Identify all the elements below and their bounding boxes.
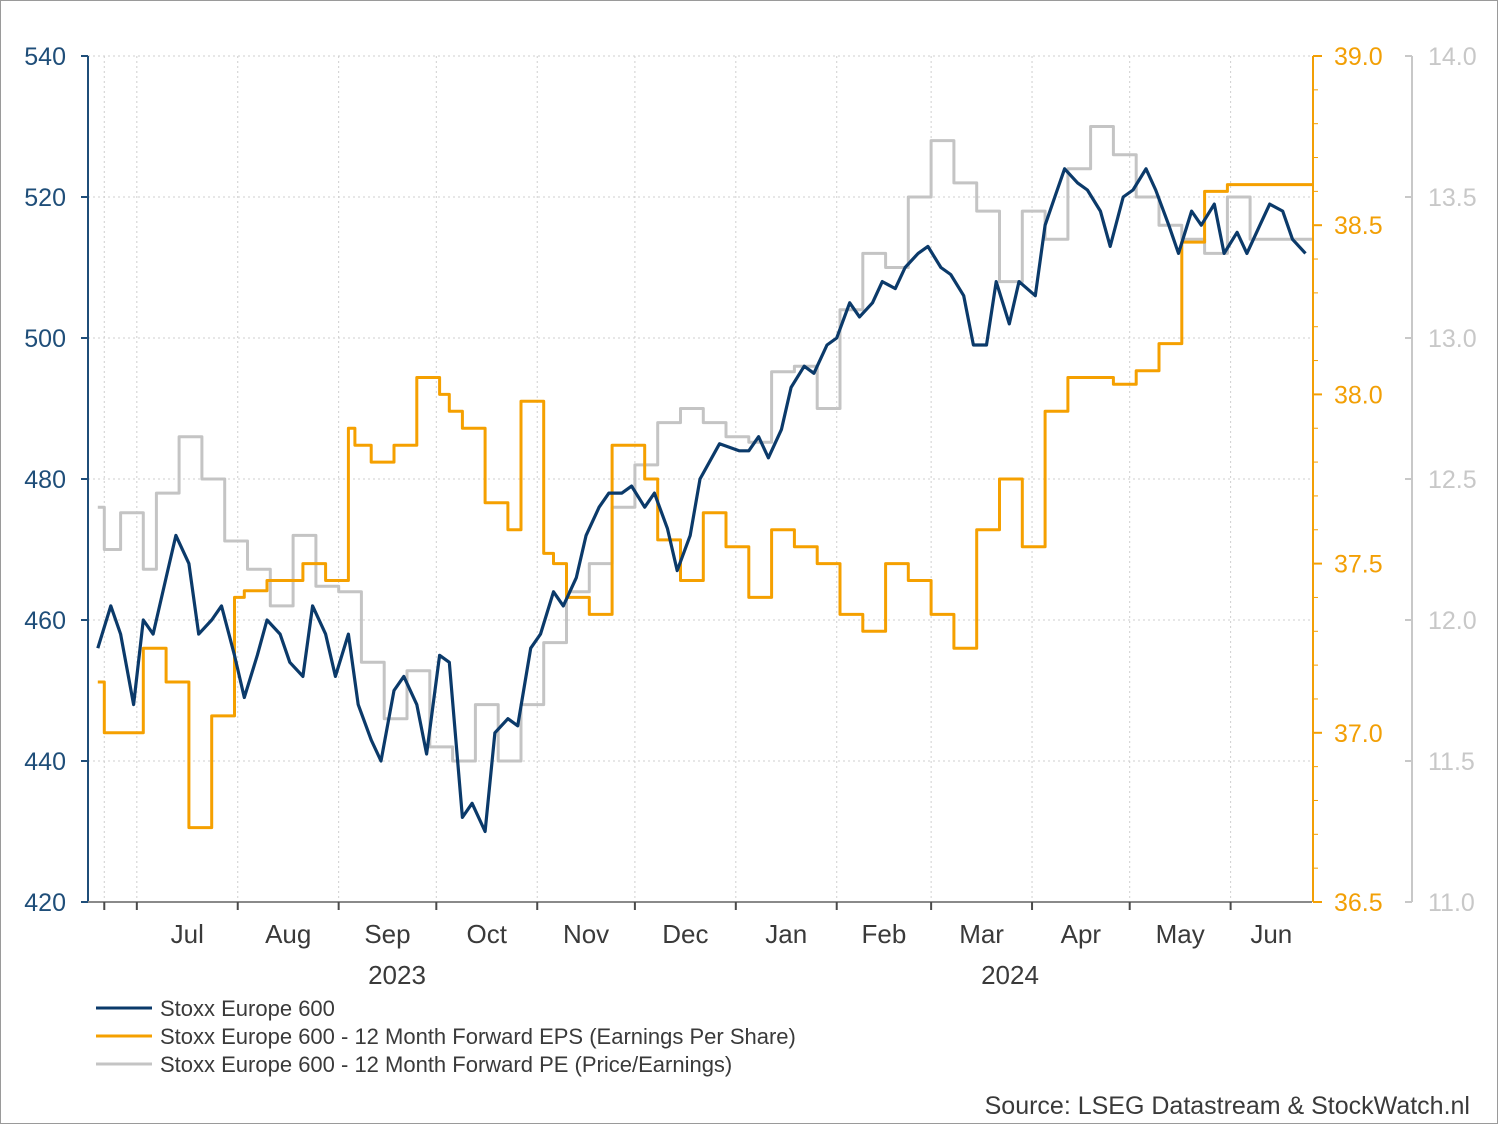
pe-tick-label: 11.5 — [1428, 748, 1475, 776]
eps-tick-label: 36.5 — [1334, 889, 1383, 917]
pe-tick-label: 12.0 — [1428, 607, 1477, 635]
source-note: Source: LSEG Datastream & StockWatch.nl — [985, 1092, 1470, 1120]
series-line-eps — [97, 183, 1312, 830]
legend: Stoxx Europe 600 Stoxx Europe 600 - 12 M… — [96, 996, 796, 1077]
x-month-label: Jun — [1250, 919, 1292, 949]
x-month-label: Mar — [959, 919, 1004, 949]
left-tick-label: 440 — [24, 748, 66, 776]
x-month-label: Apr — [1061, 919, 1102, 949]
pe-tick-label: 14.0 — [1428, 43, 1477, 71]
x-month-label: Jul — [171, 919, 204, 949]
x-month-label: May — [1156, 919, 1205, 949]
legend-label-pe: Stoxx Europe 600 - 12 Month Forward PE (… — [160, 1052, 732, 1077]
legend-label-stoxx: Stoxx Europe 600 — [160, 996, 335, 1021]
left-tick-label: 500 — [24, 325, 66, 353]
left-tick-label: 480 — [24, 466, 66, 494]
x-month-label: Sep — [364, 919, 410, 949]
pe-tick-label: 13.0 — [1428, 325, 1477, 353]
x-month-label: Nov — [563, 919, 609, 949]
series-layer — [96, 125, 1312, 834]
pe-tick-label: 12.5 — [1428, 466, 1477, 494]
eps-tick-label: 38.5 — [1334, 212, 1383, 240]
eps-tick-label: 37.0 — [1334, 720, 1383, 748]
series-line-stoxx — [96, 167, 1307, 834]
axes-layer: 420 440 460 480 500 520 540 36.5 37.0 37.5 38.0 38.… — [24, 43, 1476, 990]
legend-label-eps: Stoxx Europe 600 - 12 Month Forward EPS … — [160, 1024, 796, 1049]
series-line-pe — [97, 125, 1312, 763]
x-month-label: Oct — [467, 919, 508, 949]
left-tick-label: 420 — [24, 889, 66, 917]
pe-tick-label: 13.5 — [1428, 184, 1477, 212]
x-year-label: 2023 — [368, 960, 426, 990]
eps-tick-label: 37.5 — [1334, 551, 1383, 579]
left-tick-label: 540 — [24, 43, 66, 71]
x-year-label: 2024 — [981, 960, 1039, 990]
pe-tick-label: 11.0 — [1428, 889, 1475, 917]
left-tick-label: 520 — [24, 184, 66, 212]
x-month-label: Feb — [862, 919, 907, 949]
eps-tick-label: 39.0 — [1334, 43, 1383, 71]
left-tick-label: 460 — [24, 607, 66, 635]
eps-tick-label: 38.0 — [1334, 381, 1383, 409]
x-month-label: Dec — [662, 919, 708, 949]
x-month-label: Aug — [265, 919, 311, 949]
x-month-label: Jan — [765, 919, 807, 949]
